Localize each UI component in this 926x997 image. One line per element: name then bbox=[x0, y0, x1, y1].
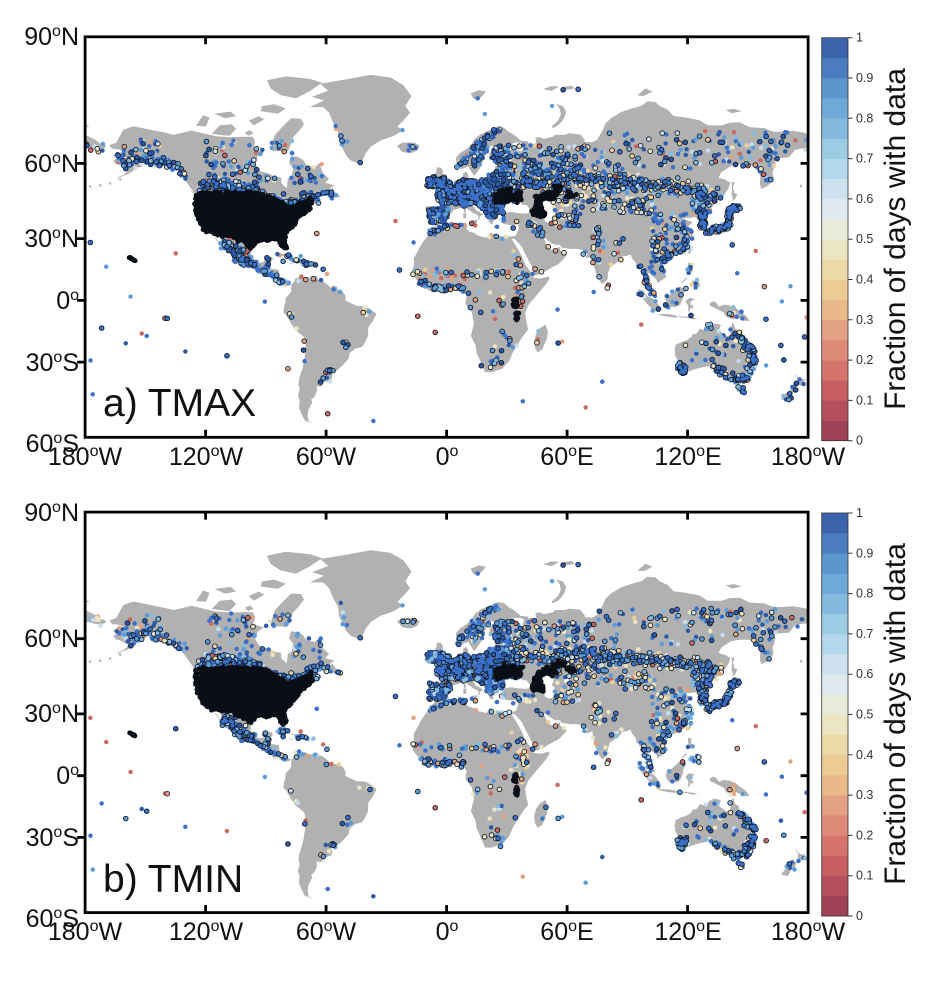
svg-text:0.2: 0.2 bbox=[856, 353, 873, 367]
svg-text:0.7: 0.7 bbox=[856, 627, 873, 641]
svg-text:180oW: 180oW bbox=[48, 918, 123, 946]
svg-text:0.9: 0.9 bbox=[856, 546, 873, 560]
svg-text:a) TMAX: a) TMAX bbox=[103, 382, 256, 425]
svg-text:60oW: 60oW bbox=[296, 918, 357, 946]
svg-text:0.5: 0.5 bbox=[856, 232, 873, 246]
svg-text:120oE: 120oE bbox=[654, 443, 721, 471]
svg-text:0.1: 0.1 bbox=[856, 393, 873, 407]
svg-text:30oS: 30oS bbox=[26, 349, 79, 377]
svg-text:0.3: 0.3 bbox=[856, 788, 873, 802]
svg-text:60oS: 60oS bbox=[26, 905, 79, 933]
svg-text:1: 1 bbox=[856, 31, 863, 45]
svg-text:0.3: 0.3 bbox=[856, 313, 873, 327]
svg-text:60oN: 60oN bbox=[24, 150, 79, 178]
svg-text:0.9: 0.9 bbox=[856, 71, 873, 85]
svg-text:180oW: 180oW bbox=[771, 443, 846, 471]
svg-text:b) TMIN: b) TMIN bbox=[103, 858, 243, 901]
svg-text:0.1: 0.1 bbox=[856, 869, 873, 883]
svg-text:1: 1 bbox=[856, 506, 863, 520]
svg-text:0.7: 0.7 bbox=[856, 152, 873, 166]
svg-text:Fraction of days with data: Fraction of days with data bbox=[879, 543, 912, 885]
svg-text:0: 0 bbox=[856, 909, 863, 923]
svg-text:90oN: 90oN bbox=[24, 499, 79, 527]
svg-text:120oW: 120oW bbox=[169, 443, 244, 471]
svg-text:120oE: 120oE bbox=[654, 918, 721, 946]
svg-text:90oN: 90oN bbox=[24, 23, 79, 51]
svg-text:0.4: 0.4 bbox=[856, 273, 873, 287]
svg-text:0.8: 0.8 bbox=[856, 111, 873, 125]
svg-text:180oW: 180oW bbox=[48, 443, 123, 471]
svg-text:Fraction of days with data: Fraction of days with data bbox=[879, 68, 912, 410]
svg-text:60oE: 60oE bbox=[540, 443, 593, 471]
svg-text:0.6: 0.6 bbox=[856, 192, 873, 206]
svg-text:0.4: 0.4 bbox=[856, 748, 873, 762]
svg-text:60oS: 60oS bbox=[26, 430, 79, 458]
svg-text:0.8: 0.8 bbox=[856, 587, 873, 601]
svg-text:180oW: 180oW bbox=[771, 918, 846, 946]
svg-text:30oN: 30oN bbox=[24, 700, 79, 728]
svg-text:120oW: 120oW bbox=[169, 918, 244, 946]
svg-text:60oN: 60oN bbox=[24, 625, 79, 653]
svg-text:0.2: 0.2 bbox=[856, 828, 873, 842]
svg-text:60oE: 60oE bbox=[540, 918, 593, 946]
svg-text:0.6: 0.6 bbox=[856, 667, 873, 681]
svg-text:0: 0 bbox=[856, 434, 863, 448]
svg-text:30oN: 30oN bbox=[24, 225, 79, 253]
svg-text:0.5: 0.5 bbox=[856, 708, 873, 722]
svg-text:30oS: 30oS bbox=[26, 824, 79, 852]
